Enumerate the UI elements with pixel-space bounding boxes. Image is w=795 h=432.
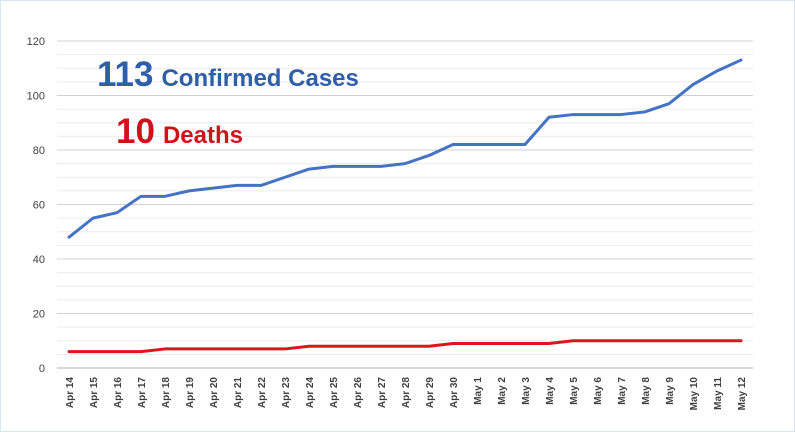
x-tick-label: Apr 17 xyxy=(137,377,148,409)
x-axis-ticks: Apr 14 Apr 15 Apr 16 Apr 17 Apr 18 Apr 19 Apr … xyxy=(65,377,748,411)
x-tick-label: May 7 xyxy=(617,377,628,405)
x-tick-label: Apr 26 xyxy=(353,377,364,409)
confirmed-cases-label: Confirmed Cases xyxy=(161,65,359,92)
y-tick-label: 40 xyxy=(33,254,45,266)
y-tick-label: 120 xyxy=(27,36,45,48)
y-tick-label: 100 xyxy=(27,91,45,103)
confirmed-cases-line xyxy=(67,58,743,239)
x-tick-label: May 11 xyxy=(713,377,724,410)
gridlines xyxy=(57,40,753,369)
x-tick-label: May 8 xyxy=(641,377,652,405)
x-tick-label: Apr 14 xyxy=(65,377,76,409)
deaths-callout: 10 Deaths xyxy=(116,112,243,152)
x-tick-label: Apr 29 xyxy=(425,377,436,409)
deaths-label: Deaths xyxy=(162,122,243,149)
x-tick-label: Apr 18 xyxy=(161,377,172,409)
x-tick-label: Apr 27 xyxy=(377,377,388,409)
confirmed-cases-number: 113 xyxy=(97,55,154,94)
x-tick-label: May 2 xyxy=(497,377,508,405)
x-tick-label: May 9 xyxy=(665,377,676,405)
y-tick-label: 80 xyxy=(33,145,45,157)
x-tick-label: Apr 24 xyxy=(305,377,316,409)
x-tick-label: Apr 28 xyxy=(401,377,412,409)
x-tick-label: Apr 20 xyxy=(209,377,220,409)
x-tick-label: Apr 21 xyxy=(233,377,244,409)
x-tick-label: May 12 xyxy=(737,377,748,411)
x-tick-label: May 3 xyxy=(521,377,532,405)
x-tick-label: Apr 25 xyxy=(329,377,340,409)
x-tick-label: Apr 23 xyxy=(281,377,292,409)
x-tick-label: Apr 30 xyxy=(449,377,460,409)
deaths-number: 10 xyxy=(116,112,155,151)
confirmed-cases-callout: 113 Confirmed Cases xyxy=(97,55,359,95)
deaths-line xyxy=(67,339,743,354)
x-tick-label: May 10 xyxy=(689,377,700,411)
y-axis-ticks: 0 20 40 60 80 100 120 xyxy=(27,36,45,375)
y-tick-label: 0 xyxy=(39,363,45,375)
x-tick-label: May 5 xyxy=(569,377,580,405)
y-tick-label: 20 xyxy=(33,309,45,321)
x-tick-label: Apr 19 xyxy=(185,377,196,409)
x-tick-label: May 4 xyxy=(545,377,556,405)
y-tick-label: 60 xyxy=(33,200,45,212)
x-tick-label: May 1 xyxy=(473,377,484,405)
series-lines xyxy=(67,58,743,354)
x-tick-label: Apr 22 xyxy=(257,377,268,409)
x-tick-label: Apr 15 xyxy=(89,377,100,409)
x-tick-label: May 6 xyxy=(593,377,604,405)
x-tick-label: Apr 16 xyxy=(113,377,124,409)
